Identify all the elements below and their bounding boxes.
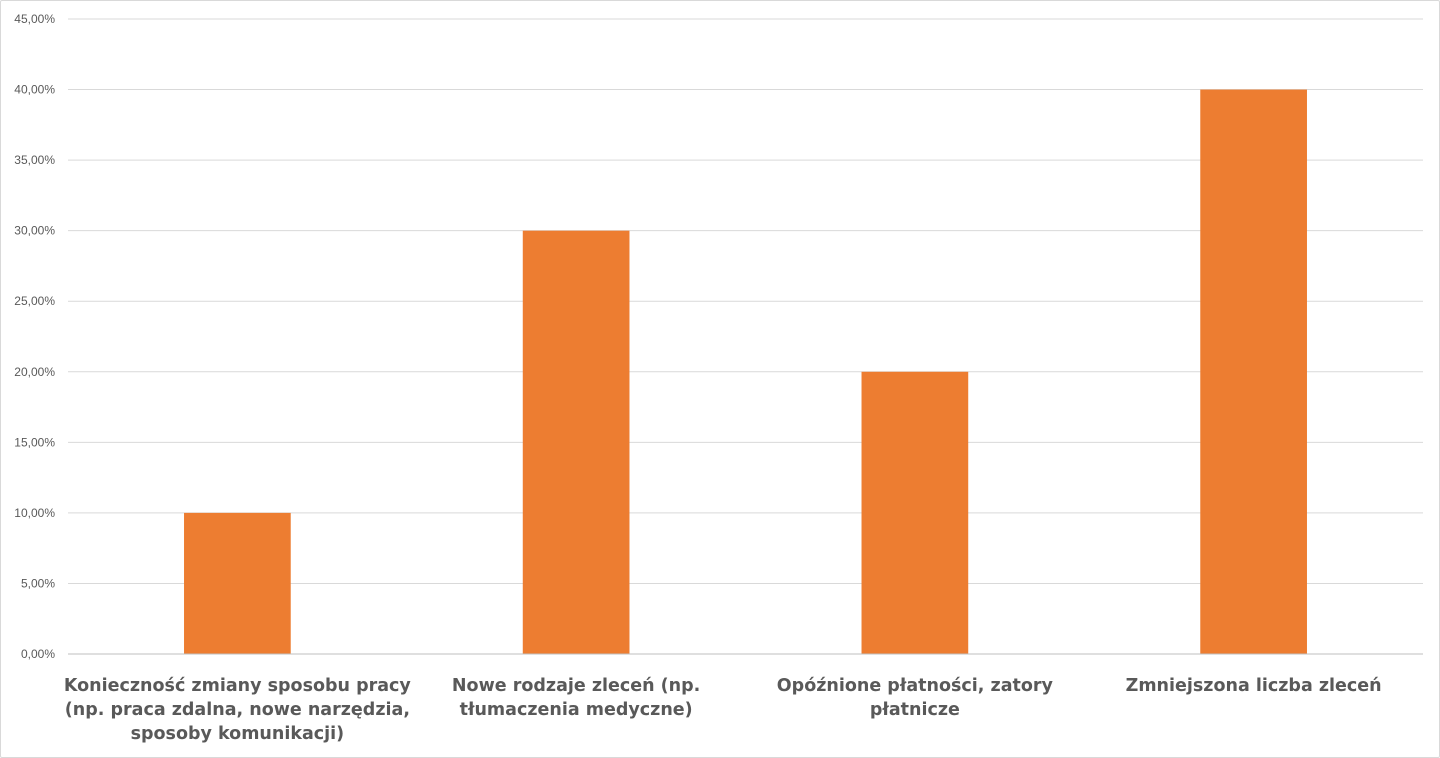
- x-category-label-line: sposoby komunikacji): [131, 724, 345, 744]
- x-axis-category-labels: Konieczność zmiany sposobu pracy (np. pra…: [64, 676, 1382, 744]
- x-category-label-line: Zmniejszona liczba zleceń: [1126, 676, 1382, 696]
- y-tick-label: 45,00%: [14, 12, 55, 26]
- y-tick-label: 20,00%: [14, 365, 55, 379]
- bar: [861, 371, 969, 654]
- x-category-label: Nowe rodzaje zleceń (np. tłumaczenia medy…: [452, 676, 700, 720]
- y-tick-label: 10,00%: [14, 506, 55, 520]
- x-category-label-line: Konieczność zmiany sposobu pracy: [64, 676, 412, 696]
- bar: [184, 512, 291, 654]
- x-category-label-line: płatnicze: [870, 700, 960, 720]
- x-category-label-line: Nowe rodzaje zleceń (np.: [452, 676, 700, 696]
- x-category-label-line: (np. praca zdalna, nowe narzędzia,: [65, 700, 410, 720]
- y-tick-label: 0,00%: [21, 647, 55, 661]
- x-category-label: Opóźnione płatności, zatory płatnicze: [777, 676, 1054, 720]
- x-category-label-line: Opóźnione płatności, zatory: [777, 676, 1054, 696]
- bar: [1200, 89, 1307, 655]
- y-tick-label: 15,00%: [14, 435, 55, 449]
- x-category-label: Konieczność zmiany sposobu pracy (np. pra…: [64, 676, 412, 744]
- x-category-label: Zmniejszona liczba zleceń: [1126, 676, 1382, 696]
- y-tick-label: 40,00%: [14, 83, 55, 97]
- y-tick-label: 5,00%: [21, 576, 55, 590]
- gridlines: [68, 18, 1423, 584]
- y-tick-label: 35,00%: [14, 153, 55, 167]
- y-tick-label: 30,00%: [14, 224, 55, 238]
- y-tick-label: 25,00%: [14, 294, 55, 308]
- x-category-label-line: tłumaczenia medyczne): [460, 700, 693, 720]
- bar: [522, 230, 630, 654]
- bars: [184, 89, 1307, 655]
- y-axis-tick-labels: 0,00% 5,00% 10,00% 15,00% 20,00% 25,00% 30,00%…: [14, 12, 55, 661]
